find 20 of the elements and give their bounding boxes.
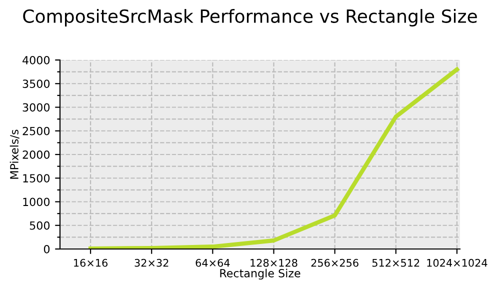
y-tick-label: 500 <box>30 221 50 230</box>
x-tick-label: 16×16 <box>74 258 108 267</box>
x-tick-label: 128×128 <box>250 258 298 267</box>
y-tick-label: 1500 <box>23 174 50 183</box>
line-series <box>88 67 460 249</box>
y-tick-label: 4000 <box>22 56 50 64</box>
chart-title: CompositeSrcMask Performance vs Rectangle Size <box>23 9 477 26</box>
y-tick-label: 3000 <box>22 103 50 112</box>
y-tick-label: 1000 <box>23 198 50 206</box>
y-tick-label: 2500 <box>22 126 50 136</box>
x-tick-label: 64×64 <box>196 258 230 267</box>
x-tick-label: 32×32 <box>134 258 168 267</box>
x-tick-label: 512×512 <box>372 258 420 267</box>
y-tick-label: 0 <box>44 244 50 254</box>
y-tick-label: 3500 <box>22 80 50 88</box>
x-axis-title: Rectangle Size <box>220 268 300 280</box>
x-tick-label: 256×256 <box>311 258 358 267</box>
x-tick-label: 1024×1024 <box>427 258 488 267</box>
y-tick-label: 2000 <box>22 150 50 159</box>
y-axis-title: MPixels/s <box>10 130 20 179</box>
